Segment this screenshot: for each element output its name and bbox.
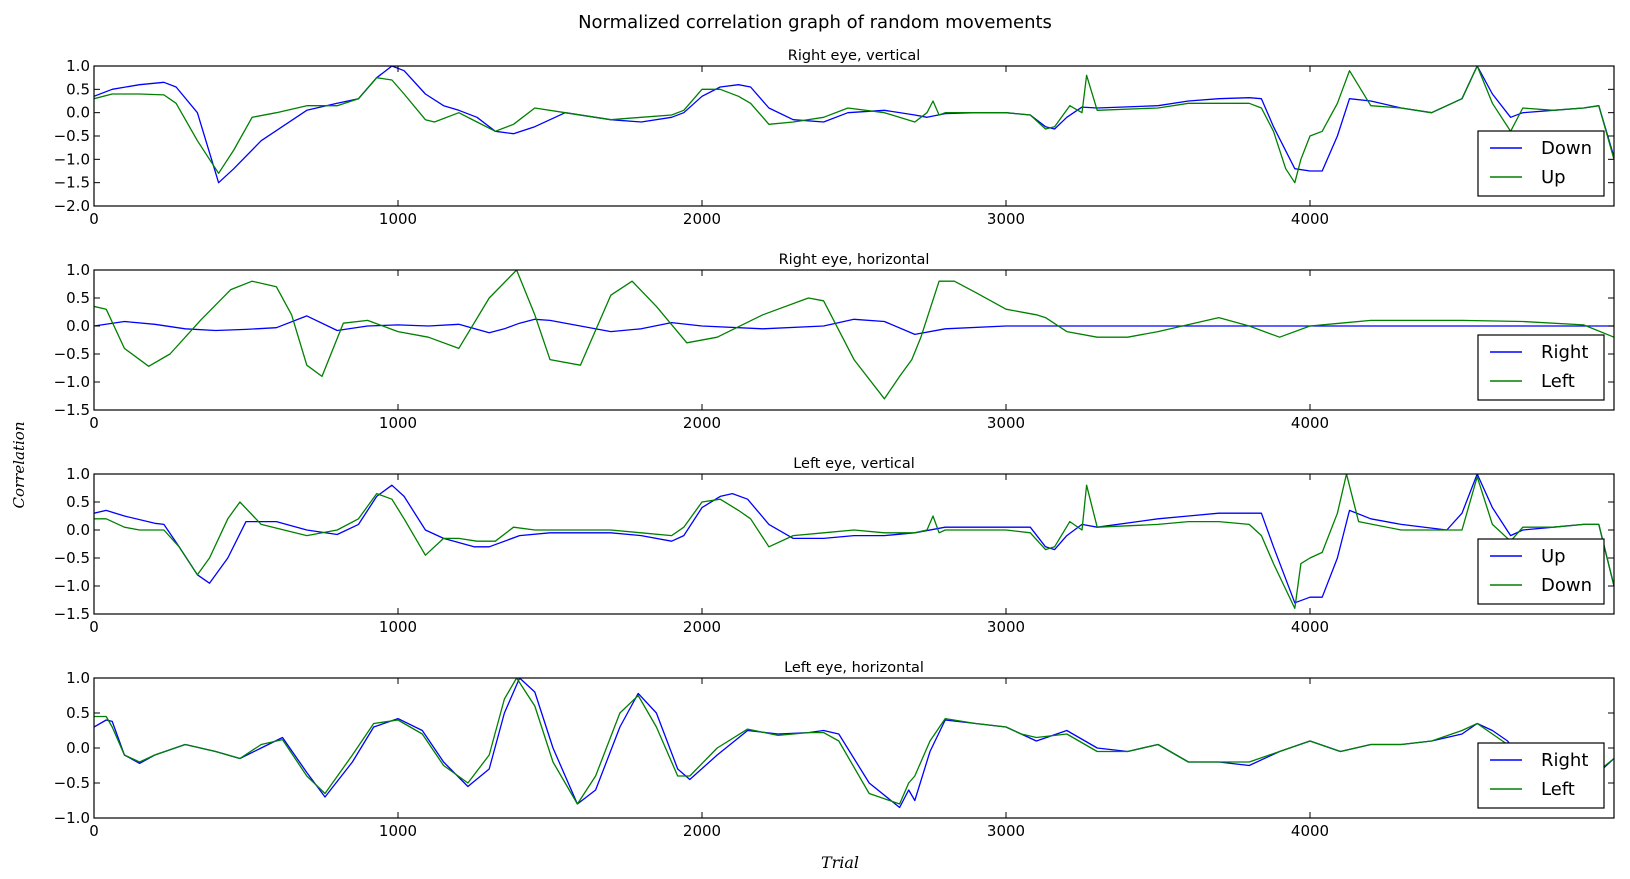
series-line-right [94,315,1614,336]
figure-title: Normalized correlation graph of random m… [578,12,1052,33]
legend-label-left: Left [1541,779,1575,800]
legend-box [1477,334,1605,401]
y-tick-label: −1.5 [54,401,90,419]
series-line-up [94,474,1614,604]
y-tick-label: −0.5 [54,345,90,363]
y-tick-label: −0.5 [54,774,90,792]
legend-box [1477,130,1605,197]
x-tick-label: 1000 [379,414,417,432]
x-tick-label: 4000 [1291,414,1329,432]
legend-box [1477,538,1605,605]
x-tick-label: 2000 [683,414,721,432]
axes-frame [93,473,1615,615]
x-tick-label: 1000 [379,210,417,228]
subplot-4: Left eye, horizontal 0 1000 2000 3000 4000 1.0… [54,660,1615,840]
y-tick-label: −0.5 [54,549,90,567]
axes-frame [93,677,1615,819]
subplot-title: Right eye, vertical [788,48,921,64]
y-tick-label: 0.5 [66,80,90,98]
legend-label-up: Up [1541,167,1566,188]
y-tick-label: 0.0 [66,521,90,539]
y-tick-label: −1.0 [54,150,90,168]
y-tick-label: 1.0 [66,261,90,279]
series-line-right [94,678,1614,809]
legend: Right Left [1477,334,1605,401]
y-tick-label: 1.0 [66,465,90,483]
legend-box [1477,742,1605,809]
y-tick-label: 0.5 [66,289,90,307]
y-tick-label: −1.0 [54,577,90,595]
y-tick-label: −1.0 [54,809,90,827]
x-tick-label: 0 [89,618,99,636]
subplot-title: Left eye, vertical [793,456,915,472]
axes-frame [93,269,1615,411]
x-tick-label: 2000 [683,822,721,840]
legend-label-down: Down [1541,138,1592,159]
x-tick-label: 0 [89,414,99,432]
series-line-down [94,66,1614,184]
y-tick-label: −0.5 [54,127,90,145]
series-line-left [94,270,1614,400]
y-tick-label: −1.5 [54,174,90,192]
y-tick-label: 0.5 [66,493,90,511]
y-tick-label: 0.0 [66,317,90,335]
x-tick-label: 1000 [379,618,417,636]
y-tick-label: −1.0 [54,373,90,391]
legend-label-right: Right [1541,342,1588,363]
subplot-2: Right eye, horizontal 0 1000 2000 3000 4000 1.… [54,252,1615,432]
legend-label-left: Left [1541,371,1575,392]
axes-frame [93,65,1615,207]
x-tick-label: 4000 [1291,210,1329,228]
series-line-down [94,474,1614,610]
y-tick-label: 0.0 [66,104,90,122]
y-tick-label: 0.0 [66,739,90,757]
subplot-title: Right eye, horizontal [779,252,930,268]
legend-label-down: Down [1541,575,1592,596]
x-tick-label: 1000 [379,822,417,840]
legend: Down Up [1477,130,1605,197]
series-line-left [94,678,1614,805]
y-tick-label: −2.0 [54,197,90,215]
legend-label-up: Up [1541,546,1566,567]
series-line-up [94,66,1614,184]
x-tick-label: 3000 [987,414,1025,432]
y-tick-label: 1.0 [66,669,90,687]
x-axis-label: Trial [820,853,860,872]
legend: Up Down [1477,538,1605,605]
subplot-title: Left eye, horizontal [784,660,924,676]
y-tick-label: 0.5 [66,704,90,722]
subplot-3: Left eye, vertical 0 1000 2000 3000 4000 1.0 0.… [54,456,1615,636]
legend-label-right: Right [1541,750,1588,771]
x-tick-label: 2000 [683,210,721,228]
x-tick-label: 3000 [987,618,1025,636]
x-tick-label: 3000 [987,822,1025,840]
x-tick-label: 4000 [1291,822,1329,840]
x-tick-label: 4000 [1291,618,1329,636]
x-tick-label: 0 [89,822,99,840]
y-tick-label: 1.0 [66,57,90,75]
y-tick-label: −1.5 [54,605,90,623]
x-tick-label: 2000 [683,618,721,636]
legend: Right Left [1477,742,1605,809]
x-tick-label: 0 [89,210,99,228]
subplot-1: Right eye, vertical 0 1000 2000 3000 4000 1.0 0… [54,48,1615,228]
x-tick-label: 3000 [987,210,1025,228]
